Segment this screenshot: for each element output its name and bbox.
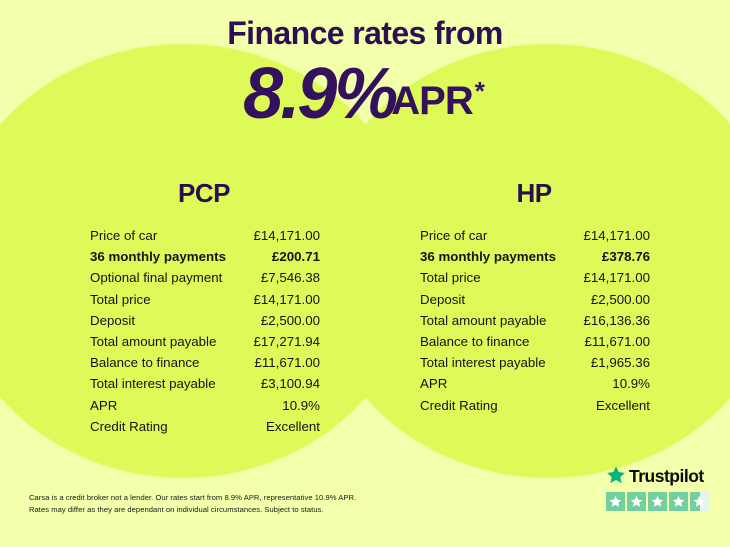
row-value: £14,171.00 [253, 291, 320, 307]
table-row: Balance to finance £11,671.00 [420, 331, 650, 352]
rating-star-filled [627, 492, 646, 511]
row-label: Price of car [90, 228, 158, 243]
row-label: APR [420, 376, 448, 392]
row-label: Total interest payable [90, 376, 216, 392]
table-row: Total amount payable £17,271.94 [90, 331, 320, 352]
disclaimer-text: Carsa is a credit broker not a lender. O… [29, 492, 356, 515]
row-value: Excellent [596, 397, 650, 413]
table-row: Credit Rating Excellent [90, 416, 320, 437]
row-value: £200.71 [271, 249, 320, 265]
row-value: £7,546.38 [260, 270, 320, 286]
row-value: £2,500.00 [590, 291, 650, 307]
row-label: Balance to finance [420, 333, 530, 349]
row-value: £14,171.00 [583, 270, 650, 286]
trustpilot-widget[interactable]: Trustpilot [606, 465, 716, 511]
table-row: Total price £14,171.00 [420, 267, 650, 288]
row-label: Balance to finance [90, 355, 200, 371]
trustpilot-rating-stars [606, 492, 716, 511]
disclaimer-line-2: Rates may differ as they are dependant o… [29, 504, 324, 514]
row-label: Total amount payable [420, 312, 547, 328]
row-label: Optional final payment [90, 270, 223, 286]
finance-table-pcp: PCP Price of car £14,171.00 36 monthly p… [60, 180, 348, 437]
row-value: £378.76 [601, 249, 650, 265]
table-row: Total interest payable £3,100.94 [90, 373, 320, 394]
table-row: Optional final payment £7,546.38 [90, 267, 320, 288]
rating-star-filled [648, 492, 667, 511]
row-value: £2,500.00 [260, 312, 320, 328]
row-label: APR [90, 397, 118, 413]
rating-star-filled [669, 492, 688, 511]
table-rows-pcp: Price of car £14,171.00 36 monthly payme… [60, 225, 348, 437]
table-rows-hp: Price of car £14,171.00 36 monthly payme… [390, 225, 678, 416]
table-row: Balance to finance £11,671.00 [90, 352, 320, 373]
table-row: Price of car £14,171.00 [90, 225, 320, 246]
row-label: Total amount payable [90, 333, 217, 349]
row-label: 36 monthly payments [420, 249, 556, 265]
row-value: £17,271.94 [253, 333, 320, 349]
table-row: Total amount payable £16,136.36 [420, 310, 650, 331]
table-row: Total price £14,171.00 [90, 289, 320, 310]
row-value: £3,100.94 [260, 376, 320, 392]
row-label: Credit Rating [420, 397, 498, 413]
table-row: 36 monthly payments £200.71 [90, 246, 320, 267]
row-label: Total price [90, 291, 151, 307]
row-value: 10.9% [612, 376, 650, 392]
row-label: 36 monthly payments [90, 249, 226, 265]
row-value: Excellent [266, 418, 320, 434]
rating-star-filled [606, 492, 625, 511]
trustpilot-logo: Trustpilot [606, 465, 716, 490]
page-title: Finance rates from [227, 15, 503, 51]
row-value: £11,671.00 [254, 355, 320, 371]
row-label: Total price [420, 270, 481, 286]
finance-table-hp: HP Price of car £14,171.00 36 monthly pa… [390, 180, 678, 416]
row-label: Deposit [420, 291, 466, 307]
table-row: 36 monthly payments £378.76 [420, 246, 650, 267]
row-label: Total interest payable [420, 355, 546, 371]
row-label: Deposit [90, 312, 136, 328]
table-row: Price of car £14,171.00 [420, 225, 650, 246]
table-row: Deposit £2,500.00 [90, 310, 320, 331]
headline-rate-unit: APR [391, 79, 473, 123]
table-row: Total interest payable £1,965.36 [420, 352, 650, 373]
table-row: Deposit £2,500.00 [420, 289, 650, 310]
headline-rate: 8.9%APR* [0, 58, 730, 130]
table-row: Credit Rating Excellent [420, 395, 650, 416]
trustpilot-wordmark: Trustpilot [629, 466, 704, 487]
table-row: APR 10.9% [90, 395, 320, 416]
table-row: APR 10.9% [420, 373, 650, 394]
table-heading-hp: HP [516, 178, 552, 208]
row-label: Credit Rating [90, 418, 168, 434]
decorative-circle-right [313, 44, 730, 478]
headline-asterisk: * [474, 76, 485, 106]
row-value: £14,171.00 [253, 228, 320, 243]
disclaimer-line-1: Carsa is a credit broker not a lender. O… [29, 493, 357, 502]
rating-star-half [690, 492, 709, 511]
row-label: Price of car [420, 228, 488, 243]
table-heading-pcp: PCP [178, 178, 230, 208]
row-value: £16,136.36 [583, 312, 650, 328]
row-value: £14,171.00 [583, 228, 650, 243]
row-value: 10.9% [282, 397, 320, 413]
trustpilot-star-icon [606, 465, 626, 490]
row-value: £11,671.00 [584, 333, 650, 349]
row-value: £1,965.36 [590, 355, 650, 371]
headline-rate-value: 8.9% [243, 54, 398, 134]
